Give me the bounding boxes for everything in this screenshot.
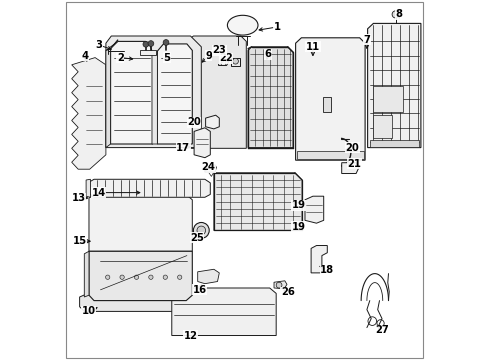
Text: 27: 27 xyxy=(374,325,388,336)
Text: 12: 12 xyxy=(183,330,197,341)
Circle shape xyxy=(148,41,153,46)
Circle shape xyxy=(163,40,168,45)
Text: 24: 24 xyxy=(201,162,215,172)
Text: 13: 13 xyxy=(72,193,86,203)
Text: 22: 22 xyxy=(219,53,232,63)
Circle shape xyxy=(232,58,238,64)
Polygon shape xyxy=(369,140,418,147)
Polygon shape xyxy=(86,179,90,197)
Polygon shape xyxy=(373,115,391,138)
Circle shape xyxy=(163,275,167,279)
Text: 2: 2 xyxy=(117,53,123,63)
Polygon shape xyxy=(84,251,89,297)
Polygon shape xyxy=(152,54,157,144)
Polygon shape xyxy=(310,246,326,273)
Text: 11: 11 xyxy=(305,42,319,52)
Polygon shape xyxy=(171,288,276,336)
Polygon shape xyxy=(140,50,156,55)
Circle shape xyxy=(134,275,139,279)
Ellipse shape xyxy=(227,15,258,35)
Polygon shape xyxy=(157,44,192,144)
Text: 19: 19 xyxy=(291,222,305,232)
FancyBboxPatch shape xyxy=(66,2,422,358)
Polygon shape xyxy=(80,294,197,311)
Text: 7: 7 xyxy=(363,35,369,45)
Polygon shape xyxy=(213,173,302,230)
Polygon shape xyxy=(218,54,230,66)
Polygon shape xyxy=(72,58,106,169)
Text: 3: 3 xyxy=(95,40,102,50)
Polygon shape xyxy=(197,269,219,284)
Polygon shape xyxy=(296,151,363,159)
Circle shape xyxy=(276,282,282,288)
Circle shape xyxy=(142,41,148,47)
Text: 20: 20 xyxy=(345,143,359,153)
Polygon shape xyxy=(186,36,246,148)
Text: 21: 21 xyxy=(346,159,361,169)
Text: 5: 5 xyxy=(163,53,170,63)
Circle shape xyxy=(391,11,399,18)
Polygon shape xyxy=(295,38,365,160)
Polygon shape xyxy=(205,115,219,129)
Text: 17: 17 xyxy=(176,143,190,153)
Text: 14: 14 xyxy=(91,188,105,198)
Text: 25: 25 xyxy=(190,233,203,243)
Text: 9: 9 xyxy=(204,51,211,61)
Polygon shape xyxy=(89,251,192,301)
Text: 15: 15 xyxy=(72,236,86,246)
Circle shape xyxy=(197,226,205,235)
Text: 20: 20 xyxy=(187,117,201,127)
Text: 19: 19 xyxy=(291,200,305,210)
Polygon shape xyxy=(322,97,330,112)
Text: 26: 26 xyxy=(280,287,294,297)
Text: 4: 4 xyxy=(81,51,89,61)
Polygon shape xyxy=(273,281,286,289)
Text: 6: 6 xyxy=(264,49,271,59)
Polygon shape xyxy=(106,40,118,50)
Polygon shape xyxy=(341,163,358,174)
Polygon shape xyxy=(367,23,420,148)
Polygon shape xyxy=(110,41,152,144)
Polygon shape xyxy=(373,86,402,112)
Polygon shape xyxy=(230,58,240,66)
Text: 16: 16 xyxy=(192,285,206,295)
Polygon shape xyxy=(247,47,292,148)
Text: 10: 10 xyxy=(82,306,96,316)
Polygon shape xyxy=(204,165,216,172)
Circle shape xyxy=(193,222,209,238)
Polygon shape xyxy=(106,49,110,148)
Polygon shape xyxy=(305,196,323,223)
Circle shape xyxy=(120,275,124,279)
Text: 23: 23 xyxy=(212,45,226,55)
Circle shape xyxy=(148,275,153,279)
Polygon shape xyxy=(194,128,210,158)
Circle shape xyxy=(177,275,182,279)
Text: 1: 1 xyxy=(273,22,280,32)
Text: 18: 18 xyxy=(320,265,334,275)
Polygon shape xyxy=(106,36,201,148)
Text: 8: 8 xyxy=(395,9,402,19)
Polygon shape xyxy=(89,195,192,251)
Circle shape xyxy=(105,275,110,279)
Polygon shape xyxy=(89,179,210,197)
